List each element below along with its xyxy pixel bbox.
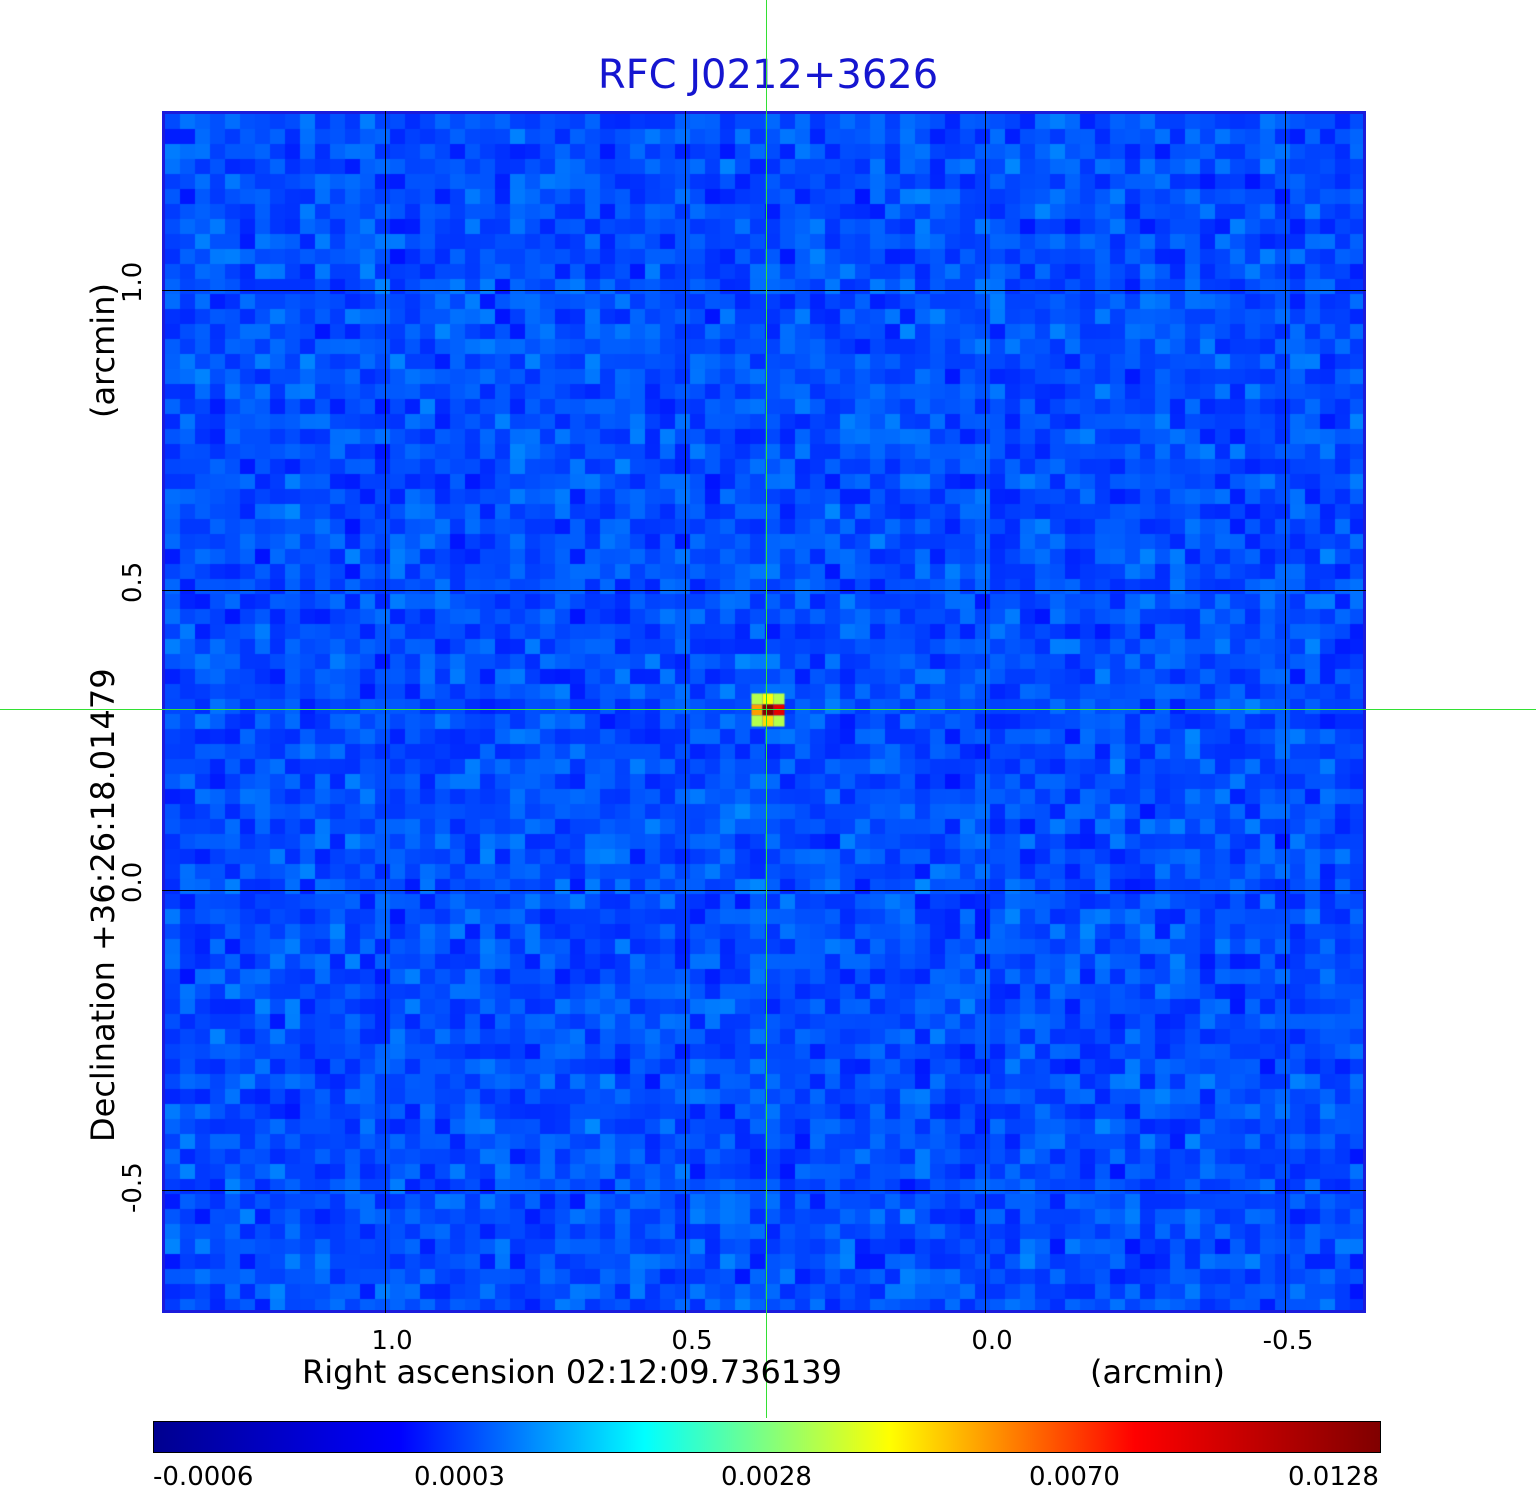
grid-line-dec-0.5 (162, 590, 1366, 591)
colorbar-tick-label: 0.0028 (721, 1462, 812, 1492)
grid-line-dec-0.0 (162, 890, 1366, 891)
colorbar-tick-label: 0.0003 (414, 1462, 505, 1492)
grid-line-ra-0.5 (685, 111, 686, 1313)
x-tick-label: 0.5 (671, 1326, 713, 1356)
grid-line-dec--0.5 (162, 1190, 1366, 1191)
y-tick-label: -0.5 (118, 1162, 148, 1213)
y-axis-label: Declination +36:26:18.01479 (84, 668, 122, 1142)
x-axis-unit: (arcmin) (1090, 1353, 1225, 1391)
colorbar (153, 1421, 1381, 1453)
colorbar-tick-label: 0.0128 (1288, 1462, 1379, 1492)
image-pixels (165, 114, 1363, 1310)
y-tick-label: 1.0 (118, 261, 148, 303)
radio-image-map[interactable] (162, 111, 1366, 1313)
crosshair-horizontal (0, 709, 1536, 710)
x-tick-label: -0.5 (1262, 1326, 1314, 1356)
grid-line-dec-1.0 (162, 290, 1366, 291)
x-tick-label: 1.0 (371, 1326, 413, 1356)
plot-title: RFC J0212+3626 (597, 52, 939, 98)
grid-line-ra-1.0 (385, 111, 386, 1313)
colorbar-tick-label: 0.0070 (1029, 1462, 1120, 1492)
x-axis-label: Right ascension 02:12:09.736139 (302, 1353, 842, 1391)
y-tick-label: 0.0 (118, 861, 148, 903)
grid-line-ra-0.0 (985, 111, 986, 1313)
y-axis-unit: (arcmin) (84, 283, 122, 418)
colorbar-tick-label: -0.0006 (153, 1462, 254, 1492)
grid-line-ra--0.5 (1285, 111, 1286, 1313)
y-tick-label: 0.5 (118, 561, 148, 603)
x-tick-label: 0.0 (971, 1326, 1013, 1356)
